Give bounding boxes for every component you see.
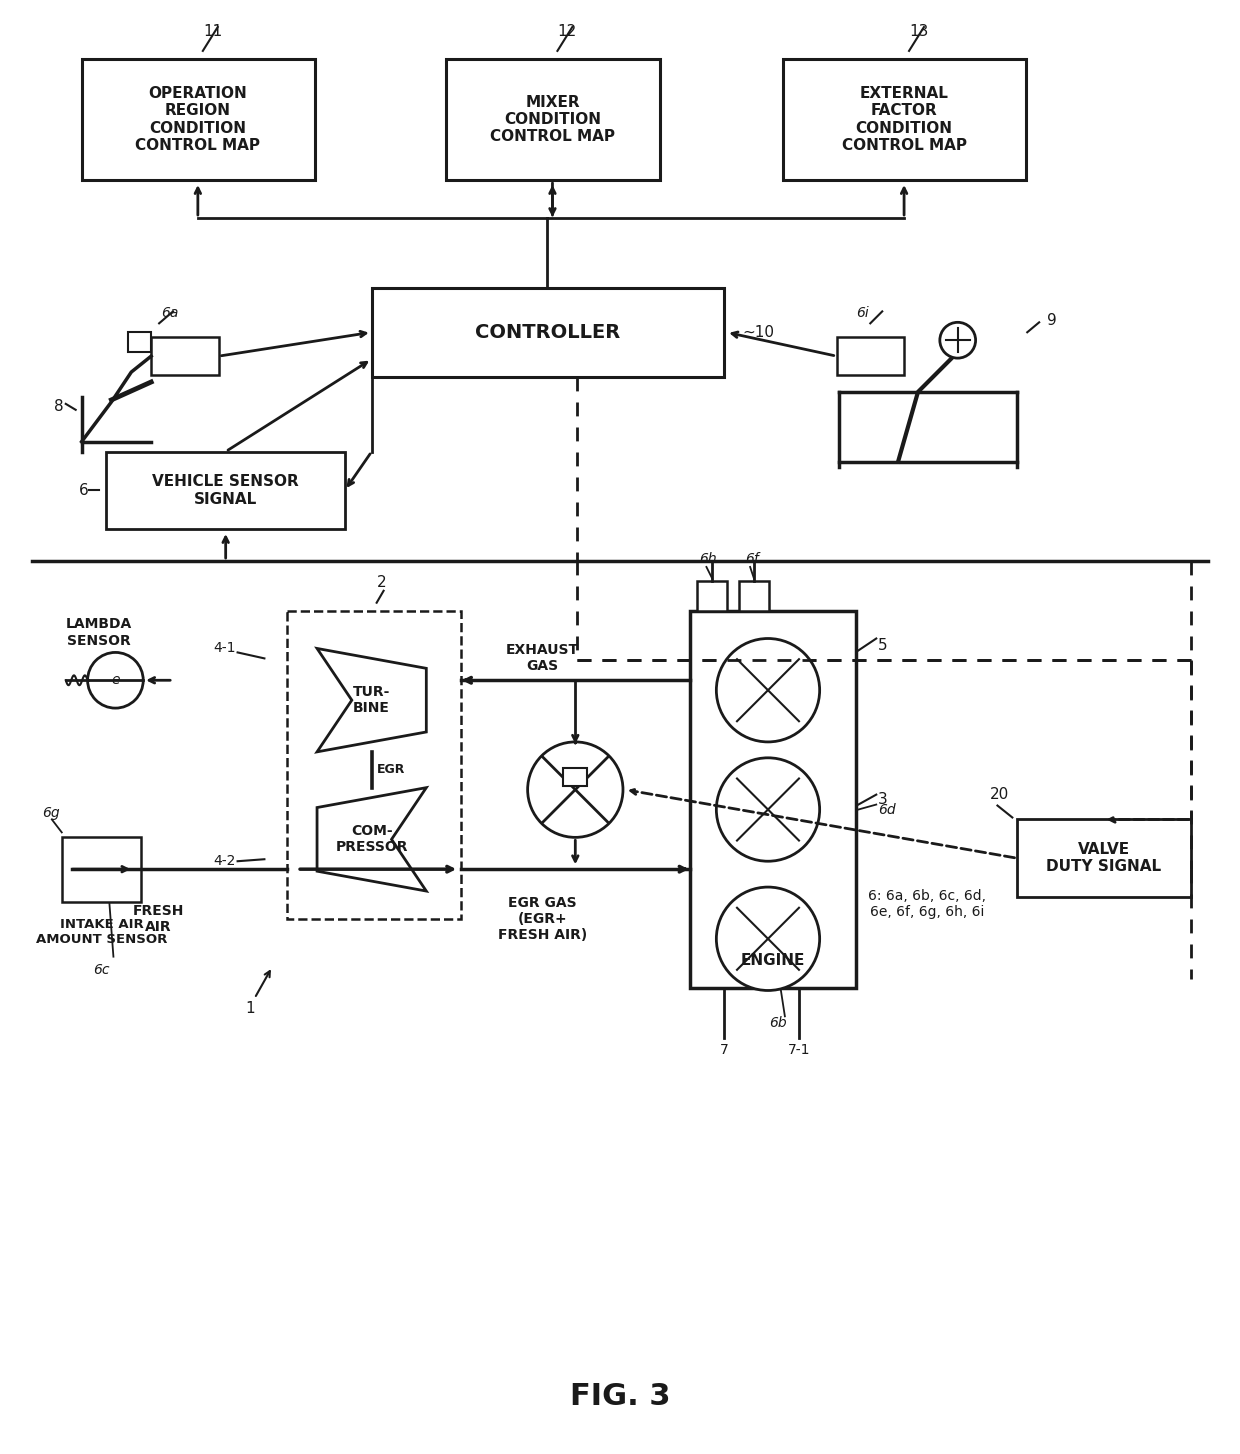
Circle shape: [940, 323, 976, 358]
Text: 6: 6a, 6b, 6c, 6d,
6e, 6f, 6g, 6h, 6i: 6: 6a, 6b, 6c, 6d, 6e, 6f, 6g, 6h, 6i: [868, 888, 986, 919]
Bar: [288, 611, 461, 919]
Text: LAMBDA
SENSOR: LAMBDA SENSOR: [66, 618, 131, 647]
Circle shape: [717, 638, 820, 742]
Text: 6g: 6g: [42, 806, 60, 820]
Text: 8: 8: [55, 400, 63, 414]
Text: ENGINE: ENGINE: [740, 954, 805, 968]
Text: ~10: ~10: [743, 324, 774, 340]
Text: 7: 7: [720, 1043, 729, 1057]
Text: 9: 9: [1047, 313, 1056, 327]
Circle shape: [528, 742, 622, 838]
Text: 6d: 6d: [878, 803, 895, 817]
Text: EGR GAS
(EGR+
FRESH AIR): EGR GAS (EGR+ FRESH AIR): [498, 896, 588, 942]
Text: 6i: 6i: [856, 307, 869, 320]
Text: 6: 6: [79, 483, 88, 497]
Bar: [697, 580, 728, 611]
Text: 12: 12: [558, 23, 577, 38]
Bar: [151, 337, 218, 375]
Bar: [128, 333, 151, 352]
Text: TUR-
BINE: TUR- BINE: [353, 685, 391, 715]
Text: e: e: [112, 673, 120, 688]
Text: 6b: 6b: [769, 1016, 786, 1031]
Bar: [837, 337, 904, 375]
Text: 4-2: 4-2: [213, 855, 236, 868]
Text: VEHICLE SENSOR
SIGNAL: VEHICLE SENSOR SIGNAL: [153, 474, 299, 506]
Text: 1: 1: [246, 1000, 255, 1016]
Text: CONTROLLER: CONTROLLER: [475, 323, 620, 342]
Text: EGR: EGR: [377, 763, 405, 776]
Text: INTAKE AIR
AMOUNT SENSOR: INTAKE AIR AMOUNT SENSOR: [36, 917, 167, 945]
Bar: [82, 58, 315, 180]
Bar: [372, 288, 724, 377]
Bar: [62, 838, 141, 901]
Bar: [107, 452, 345, 529]
Bar: [782, 58, 1027, 180]
Text: 20: 20: [990, 787, 1009, 803]
Text: 5: 5: [878, 638, 888, 653]
Text: FRESH
AIR: FRESH AIR: [133, 904, 184, 933]
Circle shape: [717, 758, 820, 861]
Text: COM-
PRESSOR: COM- PRESSOR: [336, 824, 408, 855]
Polygon shape: [317, 788, 427, 891]
Text: 6a: 6a: [161, 307, 179, 320]
Text: EXHAUST
GAS: EXHAUST GAS: [506, 643, 579, 673]
Bar: [446, 58, 660, 180]
Bar: [689, 611, 857, 989]
Text: 11: 11: [203, 23, 222, 38]
Polygon shape: [317, 648, 427, 752]
Text: VALVE
DUTY SIGNAL: VALVE DUTY SIGNAL: [1047, 842, 1162, 874]
Bar: [563, 768, 588, 785]
Text: OPERATION
REGION
CONDITION
CONTROL MAP: OPERATION REGION CONDITION CONTROL MAP: [135, 86, 260, 153]
Text: 7-1: 7-1: [787, 1043, 810, 1057]
Text: 6f: 6f: [745, 553, 759, 566]
Text: 6c: 6c: [93, 963, 110, 977]
Bar: [739, 580, 769, 611]
Text: EXTERNAL
FACTOR
CONDITION
CONTROL MAP: EXTERNAL FACTOR CONDITION CONTROL MAP: [842, 86, 966, 153]
Text: 2: 2: [377, 576, 387, 590]
Circle shape: [88, 653, 144, 708]
Text: 13: 13: [909, 23, 929, 38]
Text: 3: 3: [878, 792, 888, 807]
Text: 6h: 6h: [699, 553, 717, 566]
Text: MIXER
CONDITION
CONTROL MAP: MIXER CONDITION CONTROL MAP: [490, 95, 615, 144]
Text: FIG. 3: FIG. 3: [569, 1381, 671, 1410]
Bar: [1017, 820, 1192, 897]
Text: 4-1: 4-1: [213, 641, 236, 656]
Circle shape: [717, 887, 820, 990]
